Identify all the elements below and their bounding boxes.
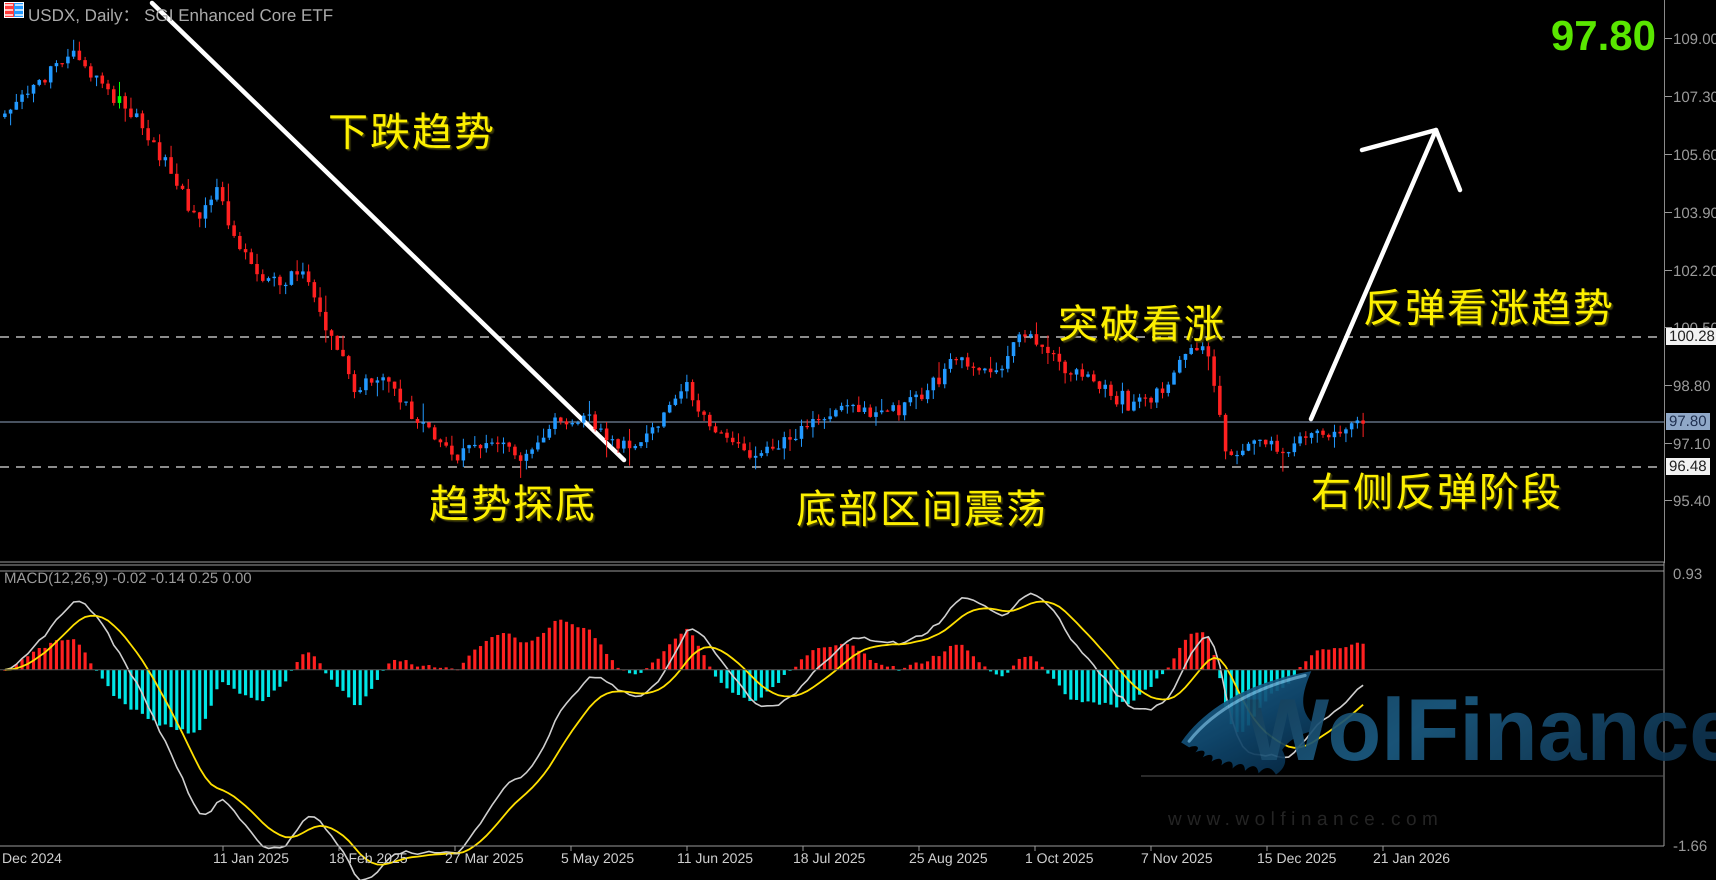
- svg-text:WolFinance: WolFinance: [1246, 680, 1716, 779]
- svg-text:www.wolfinance.com: www.wolfinance.com: [1167, 809, 1443, 830]
